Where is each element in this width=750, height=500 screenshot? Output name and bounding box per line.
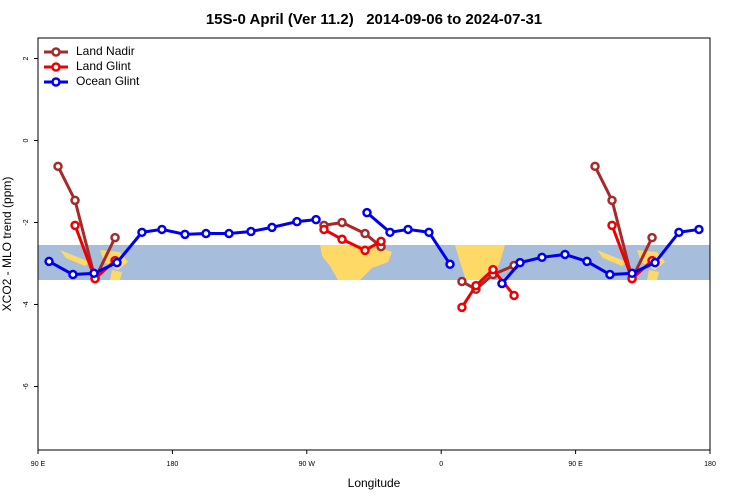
point	[650, 257, 660, 268]
point	[497, 278, 507, 289]
map-strip	[38, 245, 710, 280]
point	[647, 232, 657, 243]
x-tick-label: 90 W	[299, 461, 316, 468]
point	[224, 228, 234, 239]
land-south-america	[320, 245, 392, 280]
point	[471, 280, 481, 291]
point	[112, 257, 122, 268]
y-tick-label: 0	[23, 138, 30, 142]
point	[560, 249, 570, 260]
land-indonesia	[597, 250, 665, 280]
point	[457, 302, 467, 313]
legend-label: Land Nadir	[76, 44, 135, 58]
point	[360, 228, 370, 239]
legend-marker	[51, 77, 61, 87]
point	[157, 224, 167, 235]
point	[201, 228, 211, 239]
point	[267, 222, 277, 233]
chart-title: 15S-0 April (Ver 11.2) 2014-09-06 to 202…	[206, 11, 542, 28]
point	[180, 229, 190, 240]
land-indonesia	[60, 250, 128, 280]
legend-marker	[51, 62, 61, 72]
point	[89, 268, 99, 279]
point	[674, 227, 684, 238]
point	[70, 220, 80, 231]
point	[607, 220, 617, 231]
point	[385, 227, 395, 238]
y-tick-label: -2	[23, 219, 30, 225]
point	[694, 224, 704, 235]
point	[445, 259, 455, 270]
y-tick-label: -4	[23, 301, 30, 307]
point	[590, 161, 600, 172]
point	[488, 264, 498, 275]
point	[582, 256, 592, 267]
y-tick-label: -6	[23, 383, 30, 389]
point	[376, 236, 386, 247]
x-tick-label: 90 E	[31, 461, 46, 468]
point	[337, 217, 347, 228]
y-axis-label: XCO2 - MLO trend (ppm)	[0, 177, 14, 312]
point	[627, 268, 637, 279]
point	[509, 290, 519, 301]
legend-label: Land Glint	[76, 59, 131, 73]
point	[360, 245, 370, 256]
point	[311, 214, 321, 225]
point	[246, 226, 256, 237]
point	[537, 252, 547, 263]
x-tick-label: 90 E	[568, 461, 583, 468]
point	[137, 227, 147, 238]
y-tick-label: 2	[23, 56, 30, 60]
point	[337, 234, 347, 245]
x-tick-label: 180	[167, 461, 179, 468]
point	[70, 195, 80, 206]
point	[44, 256, 54, 267]
point	[605, 269, 615, 280]
point	[362, 207, 372, 218]
point	[53, 161, 63, 172]
point	[403, 224, 413, 235]
point	[424, 227, 434, 238]
point	[515, 257, 525, 268]
point	[68, 269, 78, 280]
x-tick-label: 180	[704, 461, 716, 468]
point	[292, 216, 302, 227]
point	[319, 224, 329, 235]
point	[607, 195, 617, 206]
legend-label: Ocean Glint	[76, 74, 140, 88]
plot-frame	[37, 37, 711, 451]
point	[110, 232, 120, 243]
point	[457, 276, 467, 287]
series-line	[56, 165, 654, 292]
legend-marker	[51, 47, 61, 57]
x-axis-label: Longitude	[348, 476, 401, 490]
x-tick-label: 0	[439, 461, 443, 468]
